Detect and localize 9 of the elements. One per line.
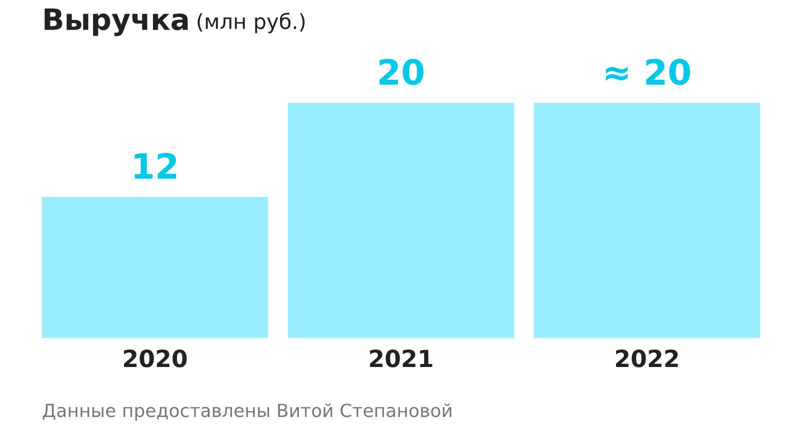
text: Данные предоставлены Витой Степановой (42, 403, 452, 421)
x-tick-label: 2020 (124, 350, 187, 368)
chart-subtitle: (млн руб.) (198, 12, 305, 34)
x-tick-label: 2021 (370, 350, 432, 368)
data-label: 12 (134, 152, 176, 179)
data-label: ≈ 20 (606, 58, 690, 86)
chart-title: Выручка (44, 8, 188, 36)
x-tick-label: 2022 (616, 350, 678, 368)
data-label: 20 (380, 58, 424, 86)
